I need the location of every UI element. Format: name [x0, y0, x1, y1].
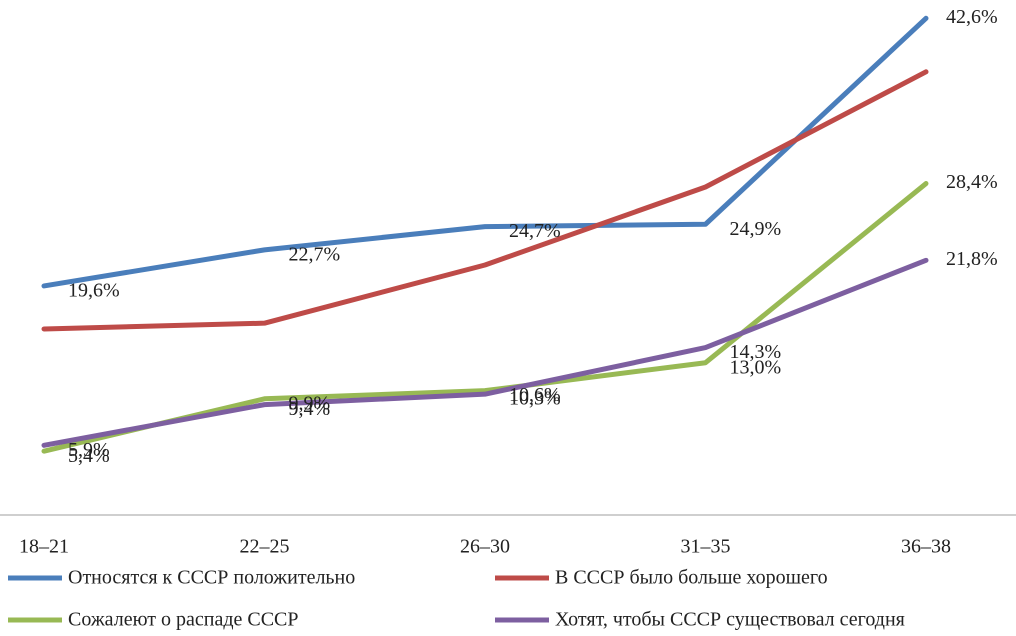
legend-label: В СССР было больше хорошего: [555, 567, 828, 589]
data-label: 14,3%: [730, 341, 782, 363]
data-label: 42,6%: [946, 6, 998, 28]
x-tick-label: 22–25: [240, 536, 290, 558]
series-line: [41, 181, 929, 454]
series-line: [41, 69, 929, 332]
legend-label: Относятся к СССР положительно: [68, 567, 355, 589]
x-tick-label: 31–35: [681, 536, 731, 558]
data-label: 21,8%: [946, 248, 998, 270]
x-tick-label: 26–30: [460, 536, 510, 558]
data-label: 10,6%: [509, 384, 561, 406]
x-tick-label: 36–38: [901, 536, 951, 558]
data-label: 9,9%: [289, 392, 331, 414]
data-label: 5,9%: [68, 439, 110, 461]
data-label: 24,7%: [509, 220, 561, 242]
series-line: [41, 15, 929, 289]
data-label: 28,4%: [946, 171, 998, 193]
data-label: 5,4%: [68, 445, 110, 467]
data-label: 13,0%: [730, 356, 782, 378]
data-label: 19,6%: [68, 280, 120, 302]
data-label: 10,3%: [509, 388, 561, 410]
legend-label: Сожалеют о распаде СССР: [68, 609, 299, 631]
data-label: 9,4%: [289, 398, 331, 420]
data-label: 24,9%: [730, 218, 782, 240]
series-line: [41, 257, 929, 448]
legend-label: Хотят, чтобы СССР существовал сегодня: [555, 609, 905, 631]
x-tick-label: 18–21: [19, 536, 69, 558]
data-label: 22,7%: [289, 243, 341, 265]
